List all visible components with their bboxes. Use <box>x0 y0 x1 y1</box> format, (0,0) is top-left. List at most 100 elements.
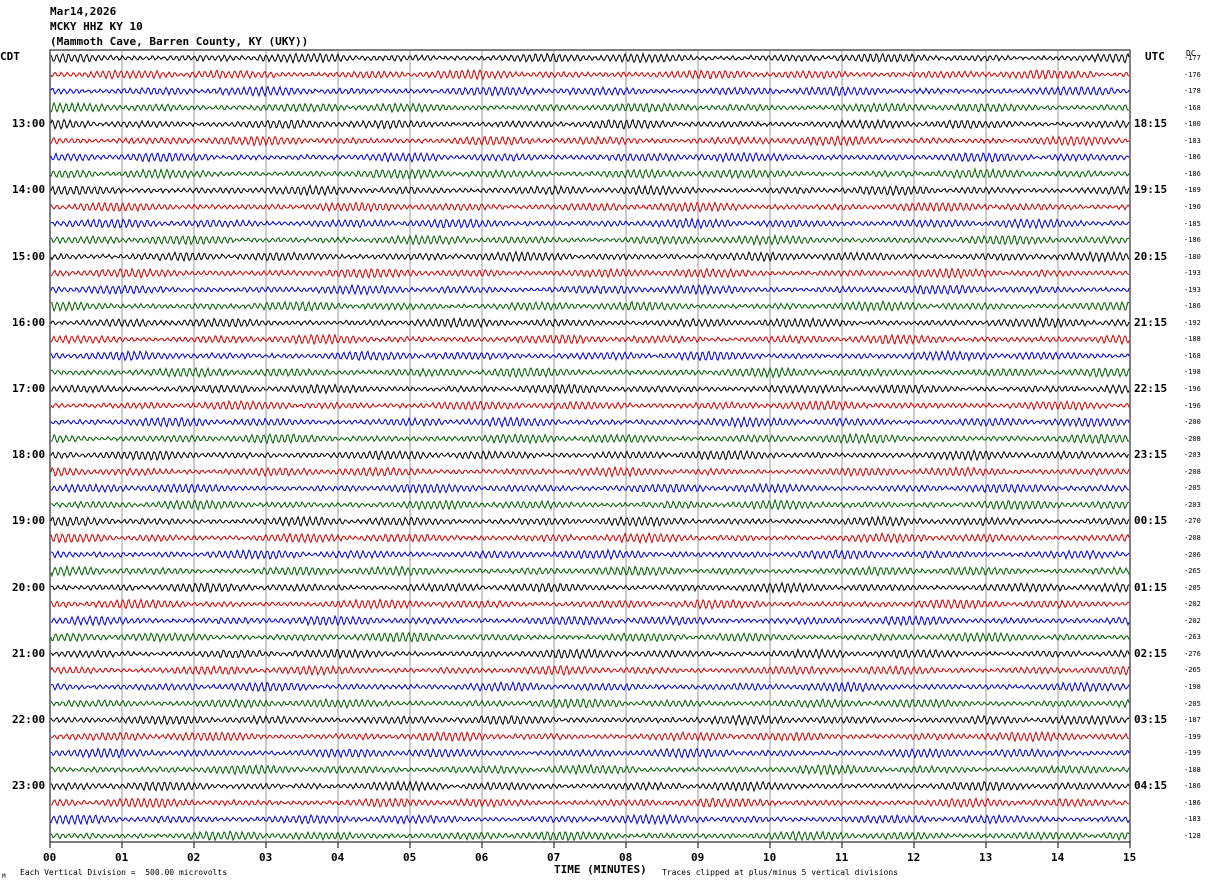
x-tick-label: 03 <box>259 851 273 864</box>
trace-row-6 <box>50 135 1130 147</box>
left-hour-label: 23:00 <box>12 779 46 793</box>
x-tick-label: 06 <box>475 851 489 864</box>
trace-row-1 <box>50 51 1130 65</box>
right-zone-label: UTC <box>1145 50 1165 63</box>
row-dc-offset: -202 <box>1184 600 1201 609</box>
left-hour-label: 16:00 <box>12 315 46 329</box>
row-dc-offset: -186 <box>1184 782 1201 791</box>
right-hour-label: 19:15 <box>1134 183 1168 197</box>
right-hour-label: 20:15 <box>1134 249 1168 263</box>
row-dc-offset: -208 <box>1184 434 1201 443</box>
trace-row-28 <box>50 498 1130 511</box>
trace-row-26 <box>50 465 1130 479</box>
trace-row-23 <box>50 415 1130 429</box>
row-dc-offset: -190 <box>1184 203 1201 211</box>
row-dc-offset: -180 <box>1184 252 1201 261</box>
clip-note: Traces clipped at plus/minus 5 vertical … <box>662 868 899 877</box>
left-hour-label: 18:00 <box>12 448 46 462</box>
trace-row-36 <box>50 631 1130 643</box>
row-dc-offset: -196 <box>1184 401 1201 410</box>
left-hour-label: 21:00 <box>12 646 46 660</box>
left-hour-label: 20:00 <box>12 580 46 594</box>
right-hour-label: 03:15 <box>1134 713 1168 726</box>
trace-row-38 <box>50 664 1130 677</box>
trace-row-12 <box>50 233 1130 247</box>
left-hour-label: 15:00 <box>12 249 46 263</box>
right-hour-label: 02:15 <box>1134 646 1168 660</box>
row-dc-offset: -183 <box>1184 136 1201 145</box>
row-dc-offset: -200 <box>1184 418 1201 427</box>
right-hour-label: 21:15 <box>1134 315 1168 329</box>
row-dc-offset: -128 <box>1184 831 1201 840</box>
trace-row-41 <box>50 714 1130 727</box>
trace-row-27 <box>50 482 1130 495</box>
trace-row-22 <box>50 399 1130 412</box>
trace-row-34 <box>50 598 1130 610</box>
row-dc-offset: -186 <box>1184 798 1201 807</box>
row-dc-offset: -198 <box>1184 682 1201 691</box>
trace-row-19 <box>50 349 1130 362</box>
row-dc-offset: -199 <box>1184 732 1201 741</box>
row-dc-offset: -205 <box>1184 484 1201 493</box>
trace-row-8 <box>50 167 1130 180</box>
left-hour-label: 13:00 <box>12 117 46 131</box>
trace-row-7 <box>50 151 1130 164</box>
trace-row-30 <box>50 531 1130 545</box>
right-hour-label: 01:15 <box>1134 580 1168 594</box>
row-dc-offset: -270 <box>1184 517 1201 526</box>
x-tick-label: 04 <box>331 851 345 864</box>
x-tick-label: 12 <box>907 851 921 864</box>
row-dc-offset: -265 <box>1184 666 1201 675</box>
row-dc-offset: -168 <box>1184 351 1201 360</box>
row-dc-offset: -186 <box>1184 169 1201 178</box>
row-dc-offset: -263 <box>1184 633 1201 642</box>
row-dc-offset: -187 <box>1184 716 1201 724</box>
trace-row-15 <box>50 283 1130 296</box>
trace-row-10 <box>50 201 1130 213</box>
row-dc-offset: -208 <box>1184 467 1201 476</box>
trace-row-17 <box>50 316 1130 329</box>
row-dc-offset: -188 <box>1184 765 1201 774</box>
trace-row-44 <box>50 763 1130 776</box>
left-hour-label: 17:00 <box>12 382 46 395</box>
row-dc-offset: -206 <box>1184 550 1201 559</box>
trace-row-47 <box>50 813 1130 826</box>
row-dc-offset: -192 <box>1184 318 1201 327</box>
x-tick-label: 01 <box>115 851 129 864</box>
row-dc-offset: -185 <box>1184 219 1201 228</box>
x-tick-label: 07 <box>547 851 561 864</box>
row-dc-offset: -276 <box>1184 649 1201 658</box>
row-dc-offset: -203 <box>1184 500 1201 509</box>
x-tick-label: 08 <box>619 851 633 864</box>
x-tick-label: 05 <box>403 851 417 864</box>
row-dc-offset: -183 <box>1184 815 1201 824</box>
header-date: Mar14,2026 <box>50 5 117 18</box>
row-dc-offset: -193 <box>1184 285 1201 294</box>
left-hour-label: 19:00 <box>12 514 46 528</box>
left-hour-label: 14:00 <box>12 183 46 197</box>
scale-note: Each Vertical Division = 500.00 microvol… <box>20 868 228 877</box>
trace-row-21 <box>50 383 1130 395</box>
x-tick-label: 09 <box>691 851 705 864</box>
row-dc-offset: -199 <box>1184 749 1201 758</box>
x-tick-label: 02 <box>187 851 201 864</box>
right-hour-label: 22:15 <box>1134 382 1168 395</box>
trace-row-33 <box>50 581 1130 594</box>
trace-row-2 <box>50 68 1130 81</box>
x-tick-label: 00 <box>43 851 57 864</box>
trace-row-9 <box>50 183 1130 197</box>
trace-row-40 <box>50 697 1130 710</box>
row-dc-offset: -265 <box>1184 567 1201 576</box>
right-hour-label: 04:15 <box>1134 779 1168 793</box>
row-dc-offset: -203 <box>1184 451 1201 460</box>
trace-row-29 <box>50 515 1130 528</box>
trace-row-46 <box>50 796 1130 809</box>
trace-row-37 <box>50 648 1130 660</box>
trace-row-35 <box>50 614 1130 627</box>
row-dc-offset: -176 <box>1184 70 1201 79</box>
header-location: (Mammoth Cave, Barren County, KY (UKY)) <box>50 35 309 48</box>
left-hour-label: 22:00 <box>12 713 46 726</box>
row-dc-offset: -205 <box>1184 699 1201 708</box>
row-dc-offset: -178 <box>1184 87 1201 96</box>
